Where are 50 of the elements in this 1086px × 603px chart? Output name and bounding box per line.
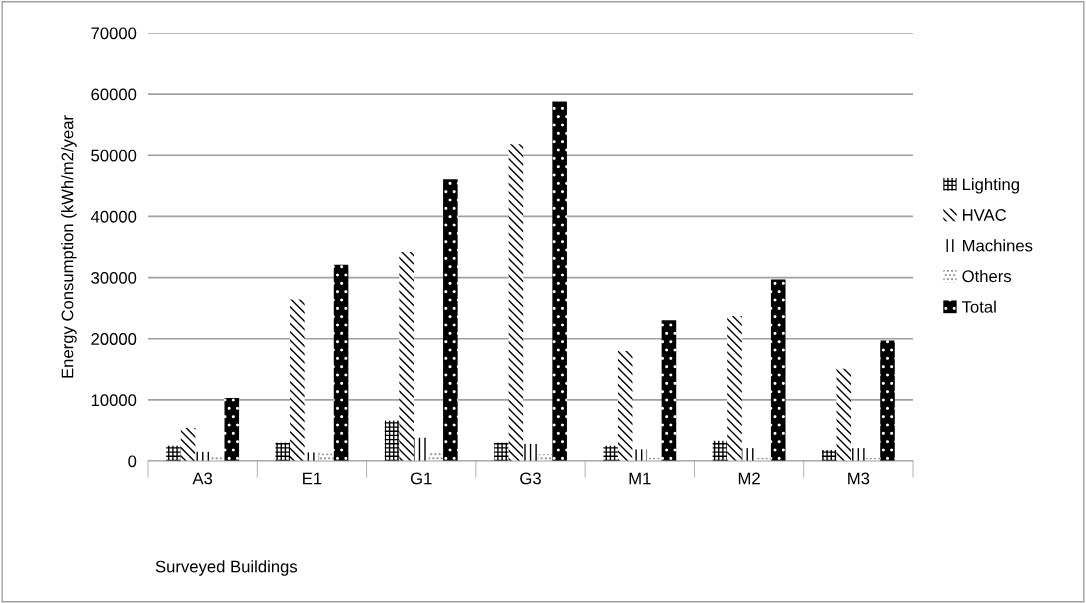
bar <box>617 350 633 461</box>
x-tick-label: E1 <box>303 472 322 485</box>
bar <box>712 440 728 461</box>
bar <box>552 101 567 461</box>
bar <box>494 442 509 461</box>
y-tick-label: 60000 <box>91 88 137 101</box>
bar <box>333 264 349 461</box>
bar <box>836 368 852 461</box>
bar <box>603 445 618 461</box>
bar <box>851 448 866 461</box>
bar <box>180 427 196 461</box>
bar <box>661 320 677 461</box>
bar <box>224 398 240 461</box>
bar <box>399 251 414 461</box>
y-tick-label: 30000 <box>91 271 137 284</box>
y-tick-label: 20000 <box>91 333 137 345</box>
bar <box>508 144 524 461</box>
y-tick-label: 70000 <box>91 27 137 40</box>
legend-label: Others <box>962 269 1012 283</box>
x-tick-label: M3 <box>848 472 870 485</box>
bar <box>523 443 538 461</box>
x-tick-label: G1 <box>410 472 432 485</box>
bar <box>821 449 837 461</box>
bar <box>384 420 400 461</box>
y-tick-label: 50000 <box>91 149 137 162</box>
legend-label: Machines <box>963 239 1033 252</box>
bar <box>880 340 895 461</box>
y-tick-label: 10000 <box>91 394 137 407</box>
bar <box>727 316 742 461</box>
x-tick-label: A3 <box>192 472 213 485</box>
bar <box>290 299 305 461</box>
bar <box>195 451 210 461</box>
y-tick-label: 0 <box>128 455 137 468</box>
bar <box>166 445 181 461</box>
legend-label: Total <box>962 300 996 313</box>
bar <box>428 451 444 461</box>
bar <box>304 452 320 461</box>
x-tick-label: M2 <box>738 472 760 485</box>
bar <box>413 437 429 461</box>
x-axis-title: Surveyed Buildings <box>155 560 298 576</box>
y-axis-title: Energy Consumption (kWh/m2/year <box>61 115 77 378</box>
legend-label: HVAC <box>963 209 1007 221</box>
x-tick-label: G3 <box>520 472 541 485</box>
legend-label: Lighting <box>963 178 1019 194</box>
bar <box>770 279 786 461</box>
bar <box>632 449 648 461</box>
y-tick-label: 40000 <box>90 210 137 223</box>
bar <box>443 179 458 461</box>
bar <box>741 448 757 461</box>
x-tick-label: M1 <box>629 472 651 485</box>
